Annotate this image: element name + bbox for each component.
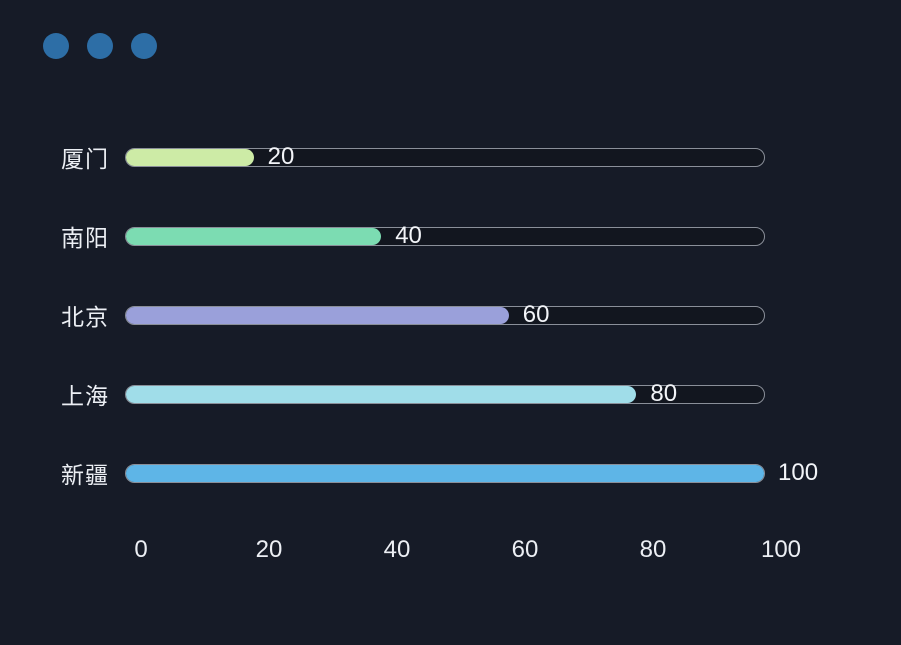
bar-rows: 厦门 20 南阳 40 北京 60 上海 80 新疆 100 [0,137,901,493]
category-label: 南阳 [61,225,109,251]
window-dot-2[interactable] [87,33,113,59]
bar-track: 40 [125,222,765,249]
x-tick-label: 0 [134,536,148,563]
bar-row: 上海 80 [0,374,901,414]
value-label: 80 [650,380,678,407]
x-tick-label: 20 [255,536,283,563]
value-label: 100 [778,459,819,486]
window-dot-3[interactable] [131,33,157,59]
bar-row: 厦门 20 [0,137,901,177]
bar-row: 南阳 40 [0,216,901,256]
bar-fill[interactable] [126,227,382,245]
bar-fill[interactable] [126,148,254,166]
category-label: 新疆 [61,462,109,488]
x-tick-label: 40 [383,536,411,563]
bar-track: 100 [125,459,818,486]
window-dot-1[interactable] [43,33,69,59]
bar-row: 北京 60 [0,295,901,335]
category-label: 上海 [61,383,109,409]
bar-track: 60 [125,301,765,328]
value-label: 60 [522,301,550,328]
x-tick-label: 100 [760,536,802,563]
value-label: 20 [267,143,295,170]
category-label: 北京 [61,304,109,330]
bar-fill[interactable] [126,306,509,324]
bar-track: 20 [125,143,765,170]
window-controls [43,33,157,59]
x-axis: 0 20 40 60 80 100 [134,536,801,570]
category-label: 厦门 [61,146,109,172]
bar-fill[interactable] [126,464,764,482]
value-label: 40 [395,222,422,249]
bar-track: 80 [125,380,765,407]
x-tick-label: 60 [511,536,539,563]
bar-row: 新疆 100 [0,453,901,493]
x-tick-label: 80 [639,536,667,563]
bar-fill[interactable] [126,385,637,403]
bar-chart: 厦门 20 南阳 40 北京 60 上海 80 新疆 100 [0,137,901,532]
